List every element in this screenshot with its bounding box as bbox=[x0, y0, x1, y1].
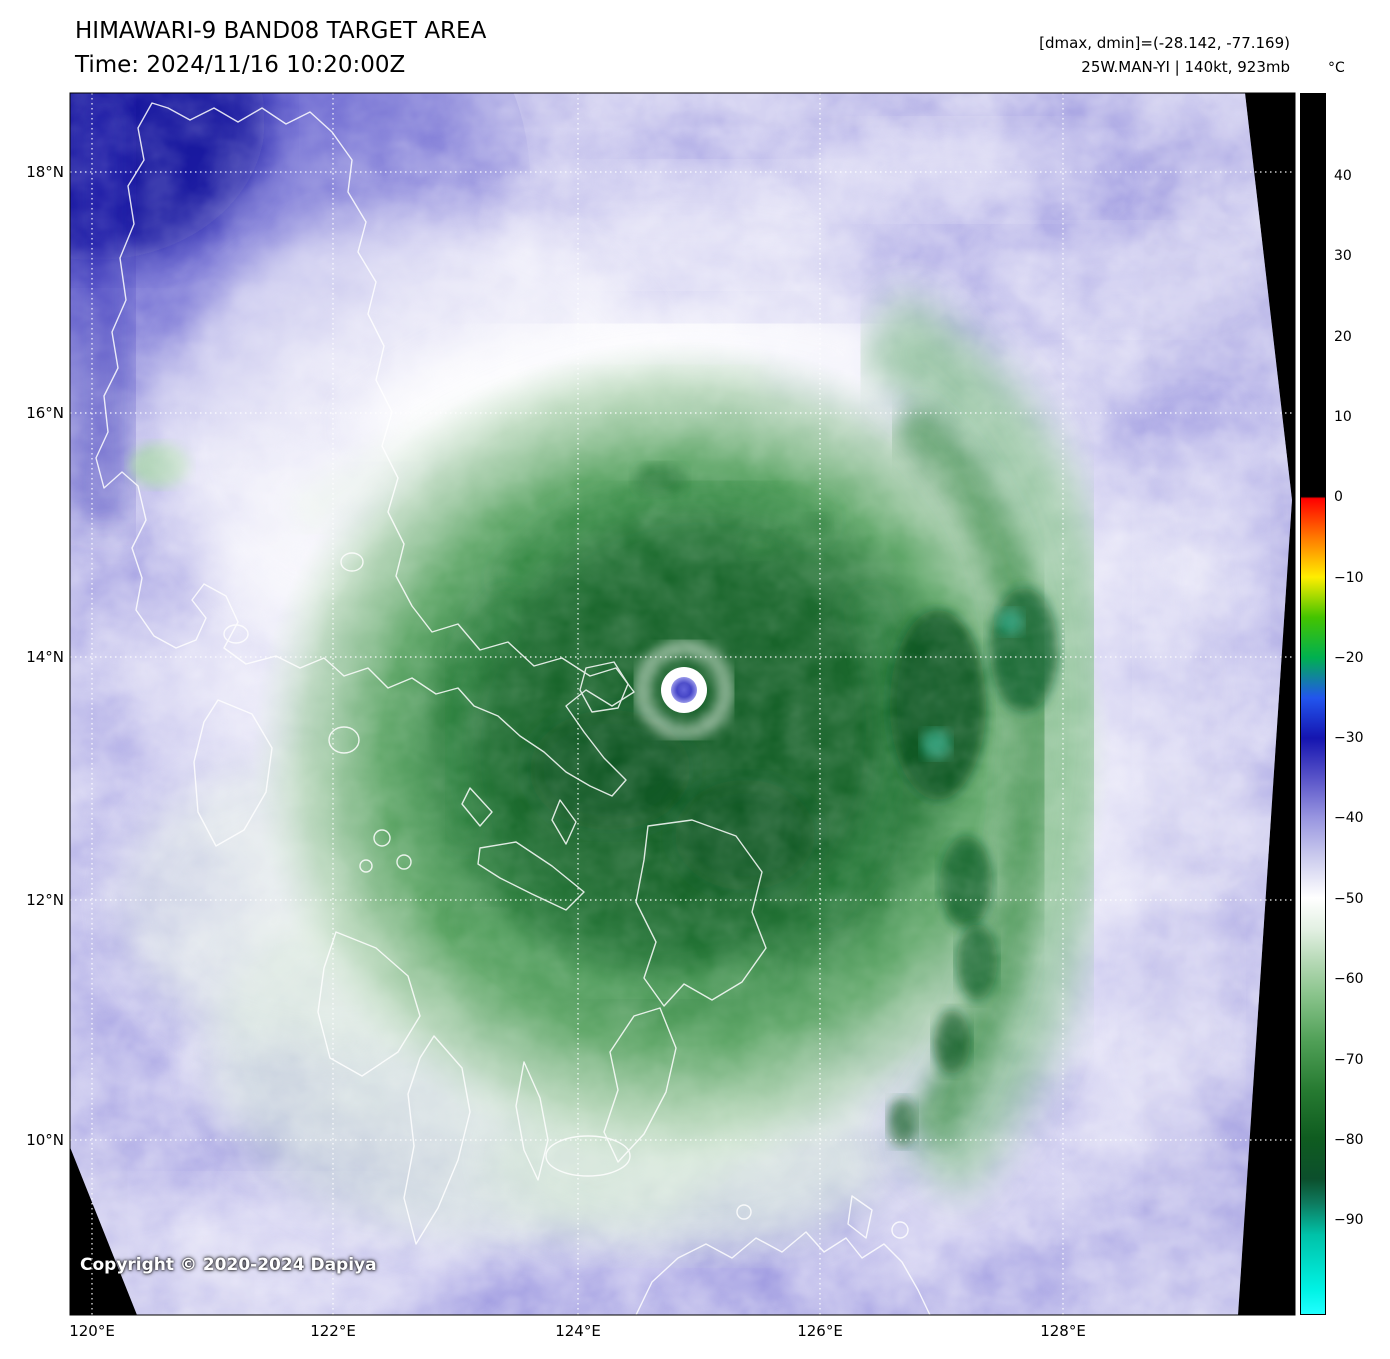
product-title: HIMAWARI-9 BAND08 TARGET AREA bbox=[75, 18, 487, 44]
plot-area bbox=[70, 93, 1295, 1315]
coastline-ticao bbox=[551, 799, 577, 845]
coastline-laguna-lake bbox=[223, 624, 249, 644]
colorbar-tick-label: −60 bbox=[1334, 971, 1364, 987]
colorbar-tick-label: 20 bbox=[1334, 329, 1352, 345]
lat-axis-label: 10°N bbox=[26, 1131, 64, 1149]
coastline-bohol bbox=[545, 1135, 631, 1177]
coastline-catanduanes bbox=[579, 661, 629, 713]
coastline-negros bbox=[403, 1035, 471, 1245]
lat-axis-label: 18°N bbox=[26, 163, 64, 181]
lat-axis-label: 12°N bbox=[26, 891, 64, 909]
colorbar-unit-label: °C bbox=[1328, 60, 1345, 76]
coastline-siargao bbox=[891, 1221, 909, 1239]
coastline-burias bbox=[461, 787, 493, 827]
colorbar-tick-label: 40 bbox=[1334, 168, 1352, 184]
coastline-mindoro bbox=[193, 699, 273, 847]
lon-axis-label: 124°E bbox=[555, 1322, 601, 1340]
colorbar-tick-label: −90 bbox=[1334, 1212, 1364, 1228]
coastline-dinagat bbox=[847, 1195, 873, 1239]
colorbar-tick-label: −40 bbox=[1334, 810, 1364, 826]
colorbar-tick-label: −20 bbox=[1334, 650, 1364, 666]
coastline-masbate bbox=[477, 841, 585, 911]
colorbar-tick-label: −50 bbox=[1334, 891, 1364, 907]
coastline-leyte bbox=[603, 1007, 677, 1163]
colorbar bbox=[1300, 93, 1326, 1315]
colorbar-tick-label: −70 bbox=[1334, 1052, 1364, 1068]
coastline-panay bbox=[317, 931, 421, 1077]
lon-axis-label: 126°E bbox=[797, 1322, 843, 1340]
colorbar-tick-label: 30 bbox=[1334, 248, 1352, 264]
coastline-mindanao-north bbox=[635, 1231, 931, 1315]
coastline-romblon bbox=[373, 829, 391, 847]
lon-axis-label: 120°E bbox=[69, 1322, 115, 1340]
coastline-polillo bbox=[340, 552, 364, 572]
storm-info: 25W.MAN-YI | 140kt, 923mb bbox=[1081, 58, 1290, 76]
colorbar-tick-label: −10 bbox=[1334, 570, 1364, 586]
lon-axis-label: 128°E bbox=[1040, 1322, 1086, 1340]
plot-border bbox=[69, 92, 1296, 1316]
coastline-romblon bbox=[396, 854, 412, 870]
lat-axis-label: 14°N bbox=[26, 648, 64, 666]
grid-lines bbox=[70, 93, 1295, 1315]
coastline-camiguin bbox=[736, 1204, 752, 1220]
copyright-text: Copyright © 2020-2024 Dapiya bbox=[80, 1255, 377, 1275]
lon-axis-label: 122°E bbox=[310, 1322, 356, 1340]
colorbar-tick-label: −80 bbox=[1334, 1132, 1364, 1148]
coastlines bbox=[95, 102, 931, 1315]
coastline-samar bbox=[635, 819, 767, 1007]
coastline-romblon bbox=[359, 859, 373, 873]
colorbar-tick-label: −30 bbox=[1334, 730, 1364, 746]
coastline-cebu bbox=[515, 1061, 549, 1181]
dmax-dmin-readout: [dmax, dmin]=(-28.142, -77.169) bbox=[1039, 34, 1290, 52]
colorbar-tick-label: 10 bbox=[1334, 409, 1352, 425]
lat-axis-label: 16°N bbox=[26, 404, 64, 422]
colorbar-tick-label: 0 bbox=[1334, 489, 1343, 505]
product-time: Time: 2024/11/16 10:20:00Z bbox=[75, 52, 406, 78]
coastline-marinduque bbox=[328, 726, 360, 754]
satellite-imagery bbox=[70, 93, 1292, 1315]
coastline-luzon bbox=[95, 102, 635, 797]
